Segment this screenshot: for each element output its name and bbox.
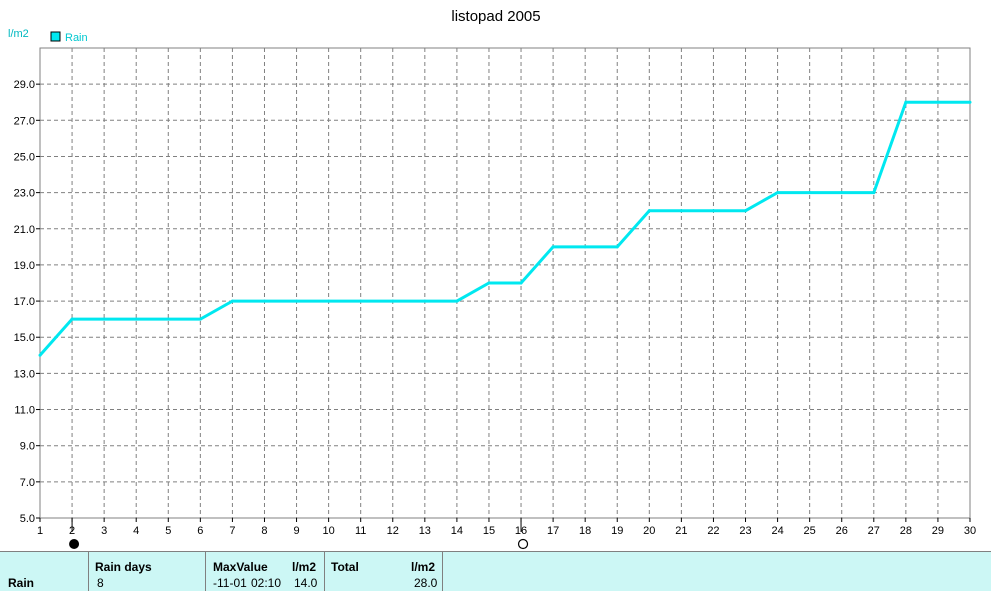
x-tick-label: 1 <box>37 525 43 537</box>
x-tick-label: 15 <box>483 525 495 537</box>
data-point <box>840 191 844 195</box>
data-point <box>872 191 876 195</box>
x-tick-label: 22 <box>707 525 719 537</box>
y-tick-label: 21.0 <box>14 224 35 236</box>
x-tick-label: 6 <box>197 525 203 537</box>
data-point <box>455 299 459 303</box>
data-point <box>711 209 715 213</box>
x-tick-label: 20 <box>643 525 655 537</box>
x-tick-label: 29 <box>932 525 944 537</box>
x-tick-label: 14 <box>451 525 463 537</box>
data-point <box>936 100 940 104</box>
rain-days-cell: Rain days 8 <box>88 552 206 591</box>
x-tick-label: 17 <box>547 525 559 537</box>
total-cell: Total l/m2 28.0 <box>324 552 443 591</box>
data-point <box>230 299 234 303</box>
x-tick-label: 18 <box>579 525 591 537</box>
y-tick-label: 27.0 <box>14 115 35 127</box>
y-tick-label: 5.0 <box>20 513 35 525</box>
data-point <box>38 353 42 357</box>
data-point <box>551 245 555 249</box>
x-tick-label: 21 <box>675 525 687 537</box>
max-value-number: 14.0 <box>294 576 318 590</box>
data-point <box>808 191 812 195</box>
x-tick-label: 19 <box>611 525 623 537</box>
data-point <box>70 317 74 321</box>
y-tick-label: 15.0 <box>14 332 35 344</box>
data-point <box>198 317 202 321</box>
summary-panel: Rain Rain days 8 MaxValue l/m2 -11-01 02… <box>0 551 991 591</box>
x-tick-label: 9 <box>293 525 299 537</box>
data-point <box>327 299 331 303</box>
x-tick-label: 8 <box>261 525 267 537</box>
data-point <box>262 299 266 303</box>
data-point <box>679 209 683 213</box>
data-point <box>615 245 619 249</box>
rain-chart: listopad 2005 l/m2 Rain 5.0 7.0 9.0 11.0 13.… <box>8 8 976 550</box>
data-point <box>487 281 491 285</box>
y-tick-label: 11.0 <box>14 405 35 417</box>
x-tick-label: 30 <box>964 525 976 537</box>
data-point <box>968 100 972 104</box>
data-point <box>904 100 908 104</box>
y-tick-label: 25.0 <box>14 151 35 163</box>
grid <box>40 48 970 518</box>
y-tick-label: 17.0 <box>14 296 35 308</box>
y-tick-label: 19.0 <box>14 260 35 272</box>
x-tick-label: 3 <box>101 525 107 537</box>
rain-days-value: 8 <box>97 576 104 590</box>
open-circle-marker <box>517 538 529 550</box>
total-unit: l/m2 <box>411 560 436 574</box>
data-point <box>295 299 299 303</box>
x-tick-label: 4 <box>133 525 139 537</box>
max-value-date: -11-01 <box>213 576 247 590</box>
data-point <box>166 317 170 321</box>
filled-circle-marker <box>69 539 80 549</box>
max-value-time: 02:10 <box>251 576 282 590</box>
data-point <box>647 209 651 213</box>
x-tick-label: 12 <box>387 525 399 537</box>
x-tick-label: 24 <box>771 525 783 537</box>
summary-row-label: Rain <box>8 576 35 590</box>
y-tick-label: 13.0 <box>14 368 35 380</box>
x-tick-label: 10 <box>322 525 334 537</box>
x-tick-label: 11 <box>355 525 366 537</box>
max-value-label: MaxValue <box>213 560 268 574</box>
x-tick-label: 27 <box>868 525 880 537</box>
x-tick-label: 5 <box>165 525 171 537</box>
legend-swatch <box>50 31 61 42</box>
data-point <box>391 299 395 303</box>
rain-days-label: Rain days <box>95 560 152 574</box>
x-tick-label: 23 <box>739 525 751 537</box>
data-point <box>102 317 106 321</box>
x-tick-label: 7 <box>229 525 235 537</box>
marker-layer <box>69 518 529 550</box>
series-line-rain <box>38 100 970 357</box>
x-tick-label: 26 <box>836 525 848 537</box>
data-point <box>519 281 523 285</box>
series-layer <box>38 100 972 357</box>
chart-title: listopad 2005 <box>451 8 540 25</box>
x-tick-label: 25 <box>804 525 816 537</box>
total-label: Total <box>331 560 359 574</box>
data-point <box>583 245 587 249</box>
y-tick-label: 9.0 <box>20 441 35 453</box>
y-tick-label: 23.0 <box>14 188 35 200</box>
max-value-cell: MaxValue l/m2 -11-01 02:10 14.0 <box>205 552 325 591</box>
x-tick-label: 28 <box>900 525 912 537</box>
y-axis-label: l/m2 <box>8 28 29 40</box>
legend-label: Rain <box>65 32 88 44</box>
max-value-unit: l/m2 <box>292 560 317 574</box>
y-tick-label: 7.0 <box>20 477 35 489</box>
data-point <box>776 191 780 195</box>
data-point <box>359 299 363 303</box>
x-tick-label: 13 <box>419 525 431 537</box>
y-tick-label: 29.0 <box>14 79 35 91</box>
data-point <box>423 299 427 303</box>
data-point <box>744 209 748 213</box>
total-value: 28.0 <box>414 576 438 590</box>
data-point <box>134 317 138 321</box>
